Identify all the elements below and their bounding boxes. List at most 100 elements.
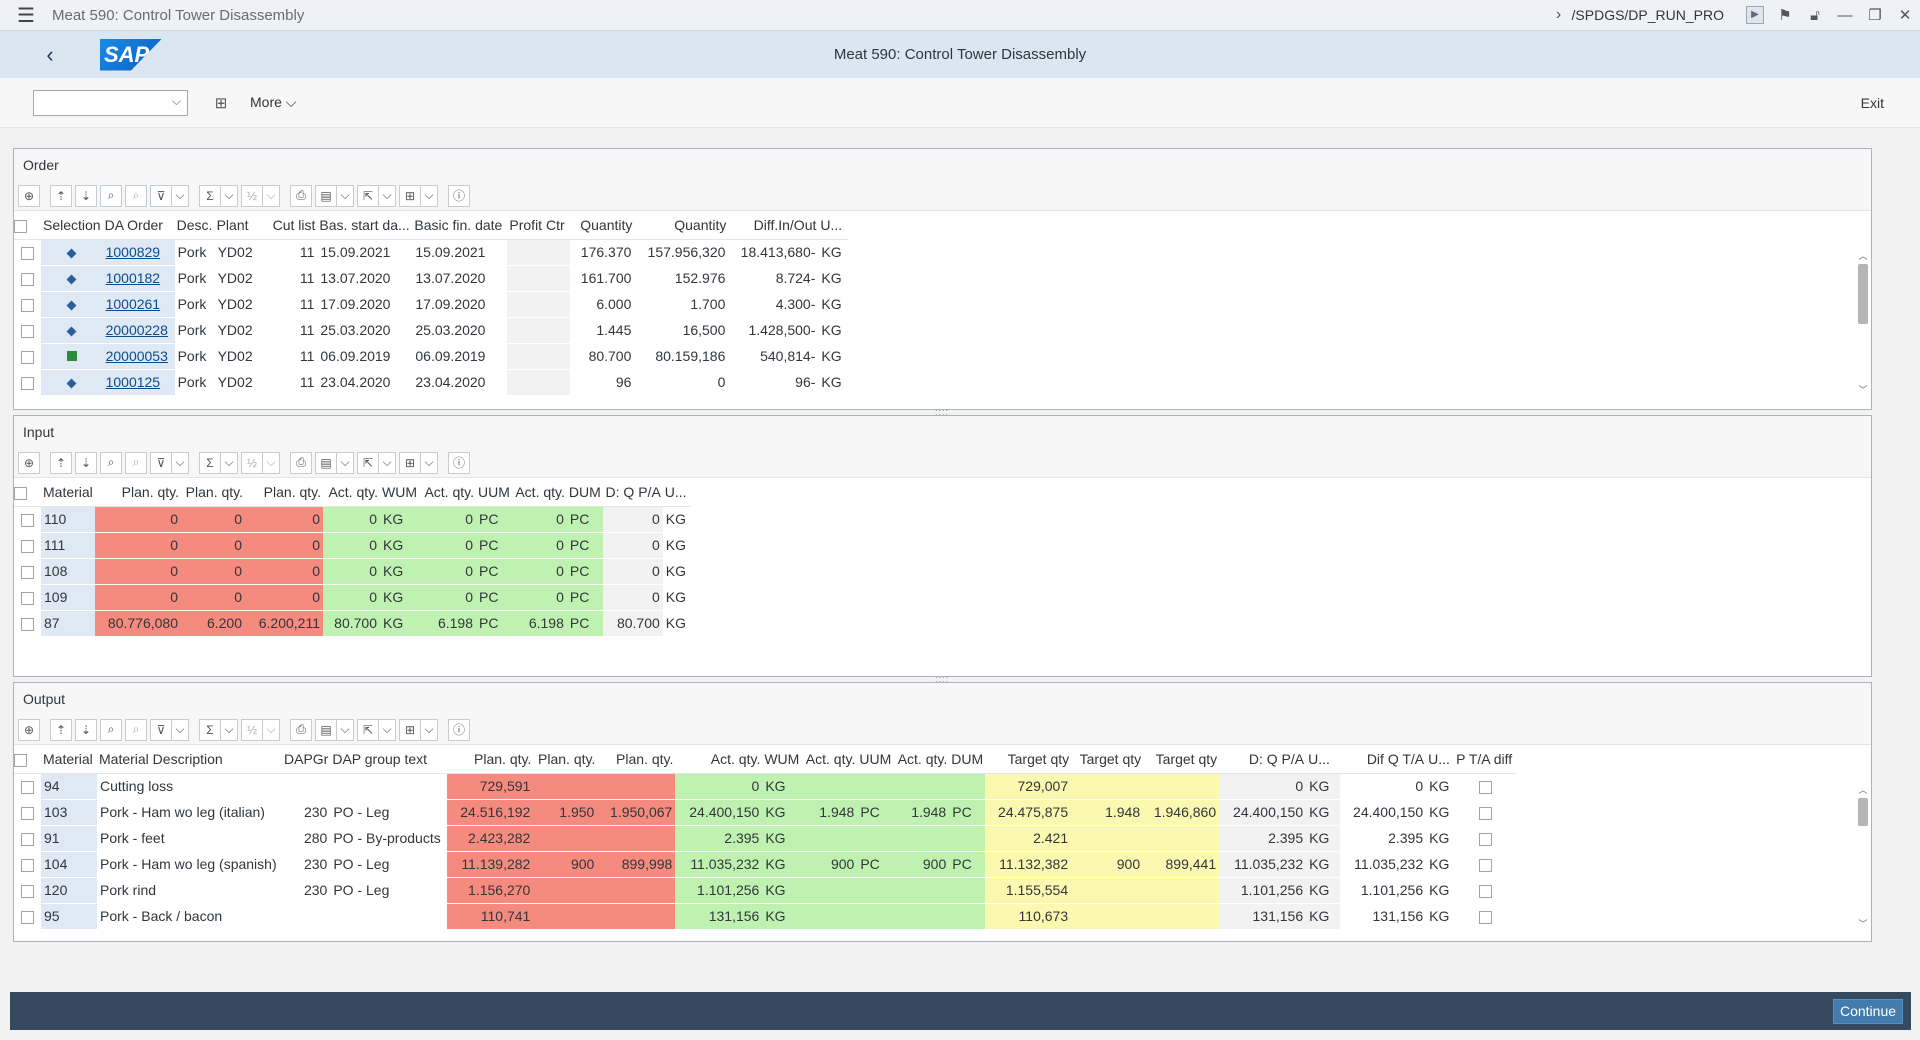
pta-diff-checkbox[interactable] [1478, 780, 1492, 794]
view-icon[interactable]: ▤ [315, 451, 337, 474]
subtotal-icon[interactable]: ½ [241, 451, 263, 474]
close-icon[interactable]: ✕ [1898, 7, 1912, 24]
flag-icon[interactable]: ⚑ [1778, 7, 1792, 24]
column-header[interactable]: Desc. [174, 211, 215, 240]
view-icon[interactable]: ▤ [315, 718, 337, 741]
row-checkbox[interactable] [14, 239, 41, 266]
scroll-thumb[interactable] [1858, 264, 1868, 324]
column-header[interactable]: Act. qty. [675, 745, 763, 774]
table-row[interactable]: 104 Pork - Ham wo leg (spanish) 230 PO - Le… [14, 851, 1517, 878]
row-checkbox[interactable] [14, 610, 41, 637]
hamburger-menu-icon[interactable]: ☰ [17, 4, 35, 27]
subtotal-dropdown-icon[interactable]: ⌵ [263, 451, 280, 474]
column-header[interactable]: Plan. qty. [447, 745, 534, 774]
column-header[interactable]: U... [818, 211, 849, 240]
view-dropdown-icon[interactable]: ⌵ [337, 451, 354, 474]
find-next-icon[interactable]: ⌕ [125, 451, 147, 474]
column-header[interactable]: Dif Q T/A [1340, 745, 1427, 774]
chevron-right-icon[interactable]: › [1555, 6, 1562, 23]
order-link[interactable]: 1000125 [105, 374, 161, 390]
column-header[interactable]: WUM [380, 478, 419, 507]
table-row[interactable]: 110 0 0 0 0 KG 0 PC 0 PC 0 KG [14, 506, 691, 533]
sort-descending-icon[interactable]: ⇣ [75, 184, 97, 207]
row-checkbox[interactable] [14, 317, 41, 344]
row-checkbox[interactable] [14, 506, 41, 533]
table-row[interactable]: 1000182 Pork YD02 11 13.07.2020 13.07.2020 161… [14, 265, 849, 292]
pta-diff-checkbox[interactable] [1478, 858, 1492, 872]
table-row[interactable]: 20000053 Pork YD02 11 06.09.2019 06.09.2019 80… [14, 343, 849, 370]
splitter-handle[interactable]: :::: [935, 407, 950, 417]
view-dropdown-icon[interactable]: ⌵ [337, 718, 354, 741]
table-row[interactable]: 1000261 Pork YD02 11 17.09.2020 17.09.2020 6.0… [14, 291, 849, 318]
column-header[interactable]: DUM [949, 745, 986, 774]
find-icon[interactable]: ⌕ [100, 451, 122, 474]
row-checkbox[interactable] [14, 799, 41, 826]
column-header[interactable]: Plan. qty. [181, 478, 245, 507]
column-header[interactable]: Act. qty. [893, 745, 950, 774]
table-row[interactable]: 94 Cutting loss 729,591 0 KG 729,007 0 KG 0 KG [14, 773, 1517, 800]
sort-ascending-icon[interactable]: ⇡ [50, 451, 72, 474]
view-icon[interactable]: ▤ [315, 184, 337, 207]
table-row[interactable]: 109 0 0 0 0 KG 0 PC 0 PC 0 KG [14, 584, 691, 611]
details-icon[interactable]: ⊕ [18, 718, 40, 741]
column-header[interactable]: WUM [762, 745, 802, 774]
column-header[interactable]: Target qty [1143, 745, 1220, 774]
layout-icon[interactable]: ⊞ [399, 451, 421, 474]
column-header[interactable]: Plan. qty. [597, 745, 676, 774]
sort-ascending-icon[interactable]: ⇡ [50, 718, 72, 741]
column-header[interactable]: Basic fin. date [412, 211, 508, 240]
export-icon[interactable]: ⇱ [357, 718, 379, 741]
order-link[interactable]: 20000053 [105, 348, 168, 364]
column-header[interactable]: Target qty [985, 745, 1072, 774]
row-checkbox[interactable] [14, 773, 41, 800]
info-icon[interactable]: ⓘ [448, 184, 470, 207]
layout-dropdown-icon[interactable]: ⌵ [421, 451, 438, 474]
row-checkbox[interactable] [14, 265, 41, 292]
column-header[interactable]: Selection [41, 211, 103, 240]
table-row[interactable]: 95 Pork - Back / bacon 110,741 131,156 KG 110… [14, 903, 1517, 930]
column-header[interactable]: UUM [476, 478, 512, 507]
output-vertical-scrollbar[interactable]: ︿ ﹀ [1857, 784, 1869, 930]
layout-dropdown-icon[interactable]: ⌵ [421, 718, 438, 741]
column-header[interactable]: Plan. qty. [533, 745, 598, 774]
find-icon[interactable]: ⌕ [100, 184, 122, 207]
scroll-thumb[interactable] [1858, 798, 1868, 826]
column-header[interactable]: Act. qty. [801, 745, 858, 774]
scroll-up-icon[interactable]: ︿ [1858, 785, 1868, 795]
print-icon[interactable]: ⎙ [290, 451, 312, 474]
table-row[interactable]: 91 Pork - feet 280 PO - By-products 2.423,28… [14, 825, 1517, 852]
filter-icon[interactable]: ⊽ [150, 451, 172, 474]
filter-dropdown-icon[interactable]: ⌵ [172, 184, 189, 207]
find-next-icon[interactable]: ⌕ [125, 184, 147, 207]
column-header[interactable]: U... [1306, 745, 1341, 774]
sum-icon[interactable]: Σ [199, 718, 221, 741]
table-row[interactable]: 111 0 0 0 0 KG 0 PC 0 PC 0 KG [14, 532, 691, 559]
row-checkbox[interactable] [14, 343, 41, 370]
table-row[interactable]: 103 Pork - Ham wo leg (italian) 230 PO - Le… [14, 799, 1517, 826]
subtotal-dropdown-icon[interactable]: ⌵ [263, 718, 280, 741]
table-row[interactable]: 1000829 Pork YD02 11 15.09.2021 15.09.2021 176… [14, 239, 849, 266]
select-all-checkbox[interactable] [14, 211, 41, 240]
table-row[interactable]: 1000125 Pork YD02 11 23.04.2020 23.04.2020 96 0… [14, 369, 849, 396]
hierarchy-icon[interactable]: ⊞ [214, 94, 228, 112]
column-header[interactable]: Material [41, 745, 97, 774]
column-header[interactable]: Act. qty. [419, 478, 476, 507]
row-checkbox[interactable] [14, 851, 41, 878]
layout-combobox[interactable]: ⌵ [33, 89, 188, 116]
pta-diff-checkbox[interactable] [1478, 884, 1492, 898]
column-header[interactable]: Plan. qty. [95, 478, 181, 507]
export-dropdown-icon[interactable]: ⌵ [379, 451, 396, 474]
column-header[interactable]: DAPGr [282, 745, 331, 774]
order-link[interactable]: 1000182 [105, 270, 161, 286]
view-dropdown-icon[interactable]: ⌵ [337, 184, 354, 207]
find-icon[interactable]: ⌕ [100, 718, 122, 741]
sum-icon[interactable]: Σ [199, 451, 221, 474]
column-header[interactable]: Target qty [1071, 745, 1144, 774]
sort-ascending-icon[interactable]: ⇡ [50, 184, 72, 207]
column-header[interactable]: Material Description [97, 745, 282, 774]
filter-icon[interactable]: ⊽ [150, 718, 172, 741]
row-checkbox[interactable] [14, 369, 41, 396]
scroll-down-icon[interactable]: ﹀ [1858, 385, 1868, 395]
details-icon[interactable]: ⊕ [18, 184, 40, 207]
continue-button[interactable]: Continue [1833, 999, 1903, 1024]
